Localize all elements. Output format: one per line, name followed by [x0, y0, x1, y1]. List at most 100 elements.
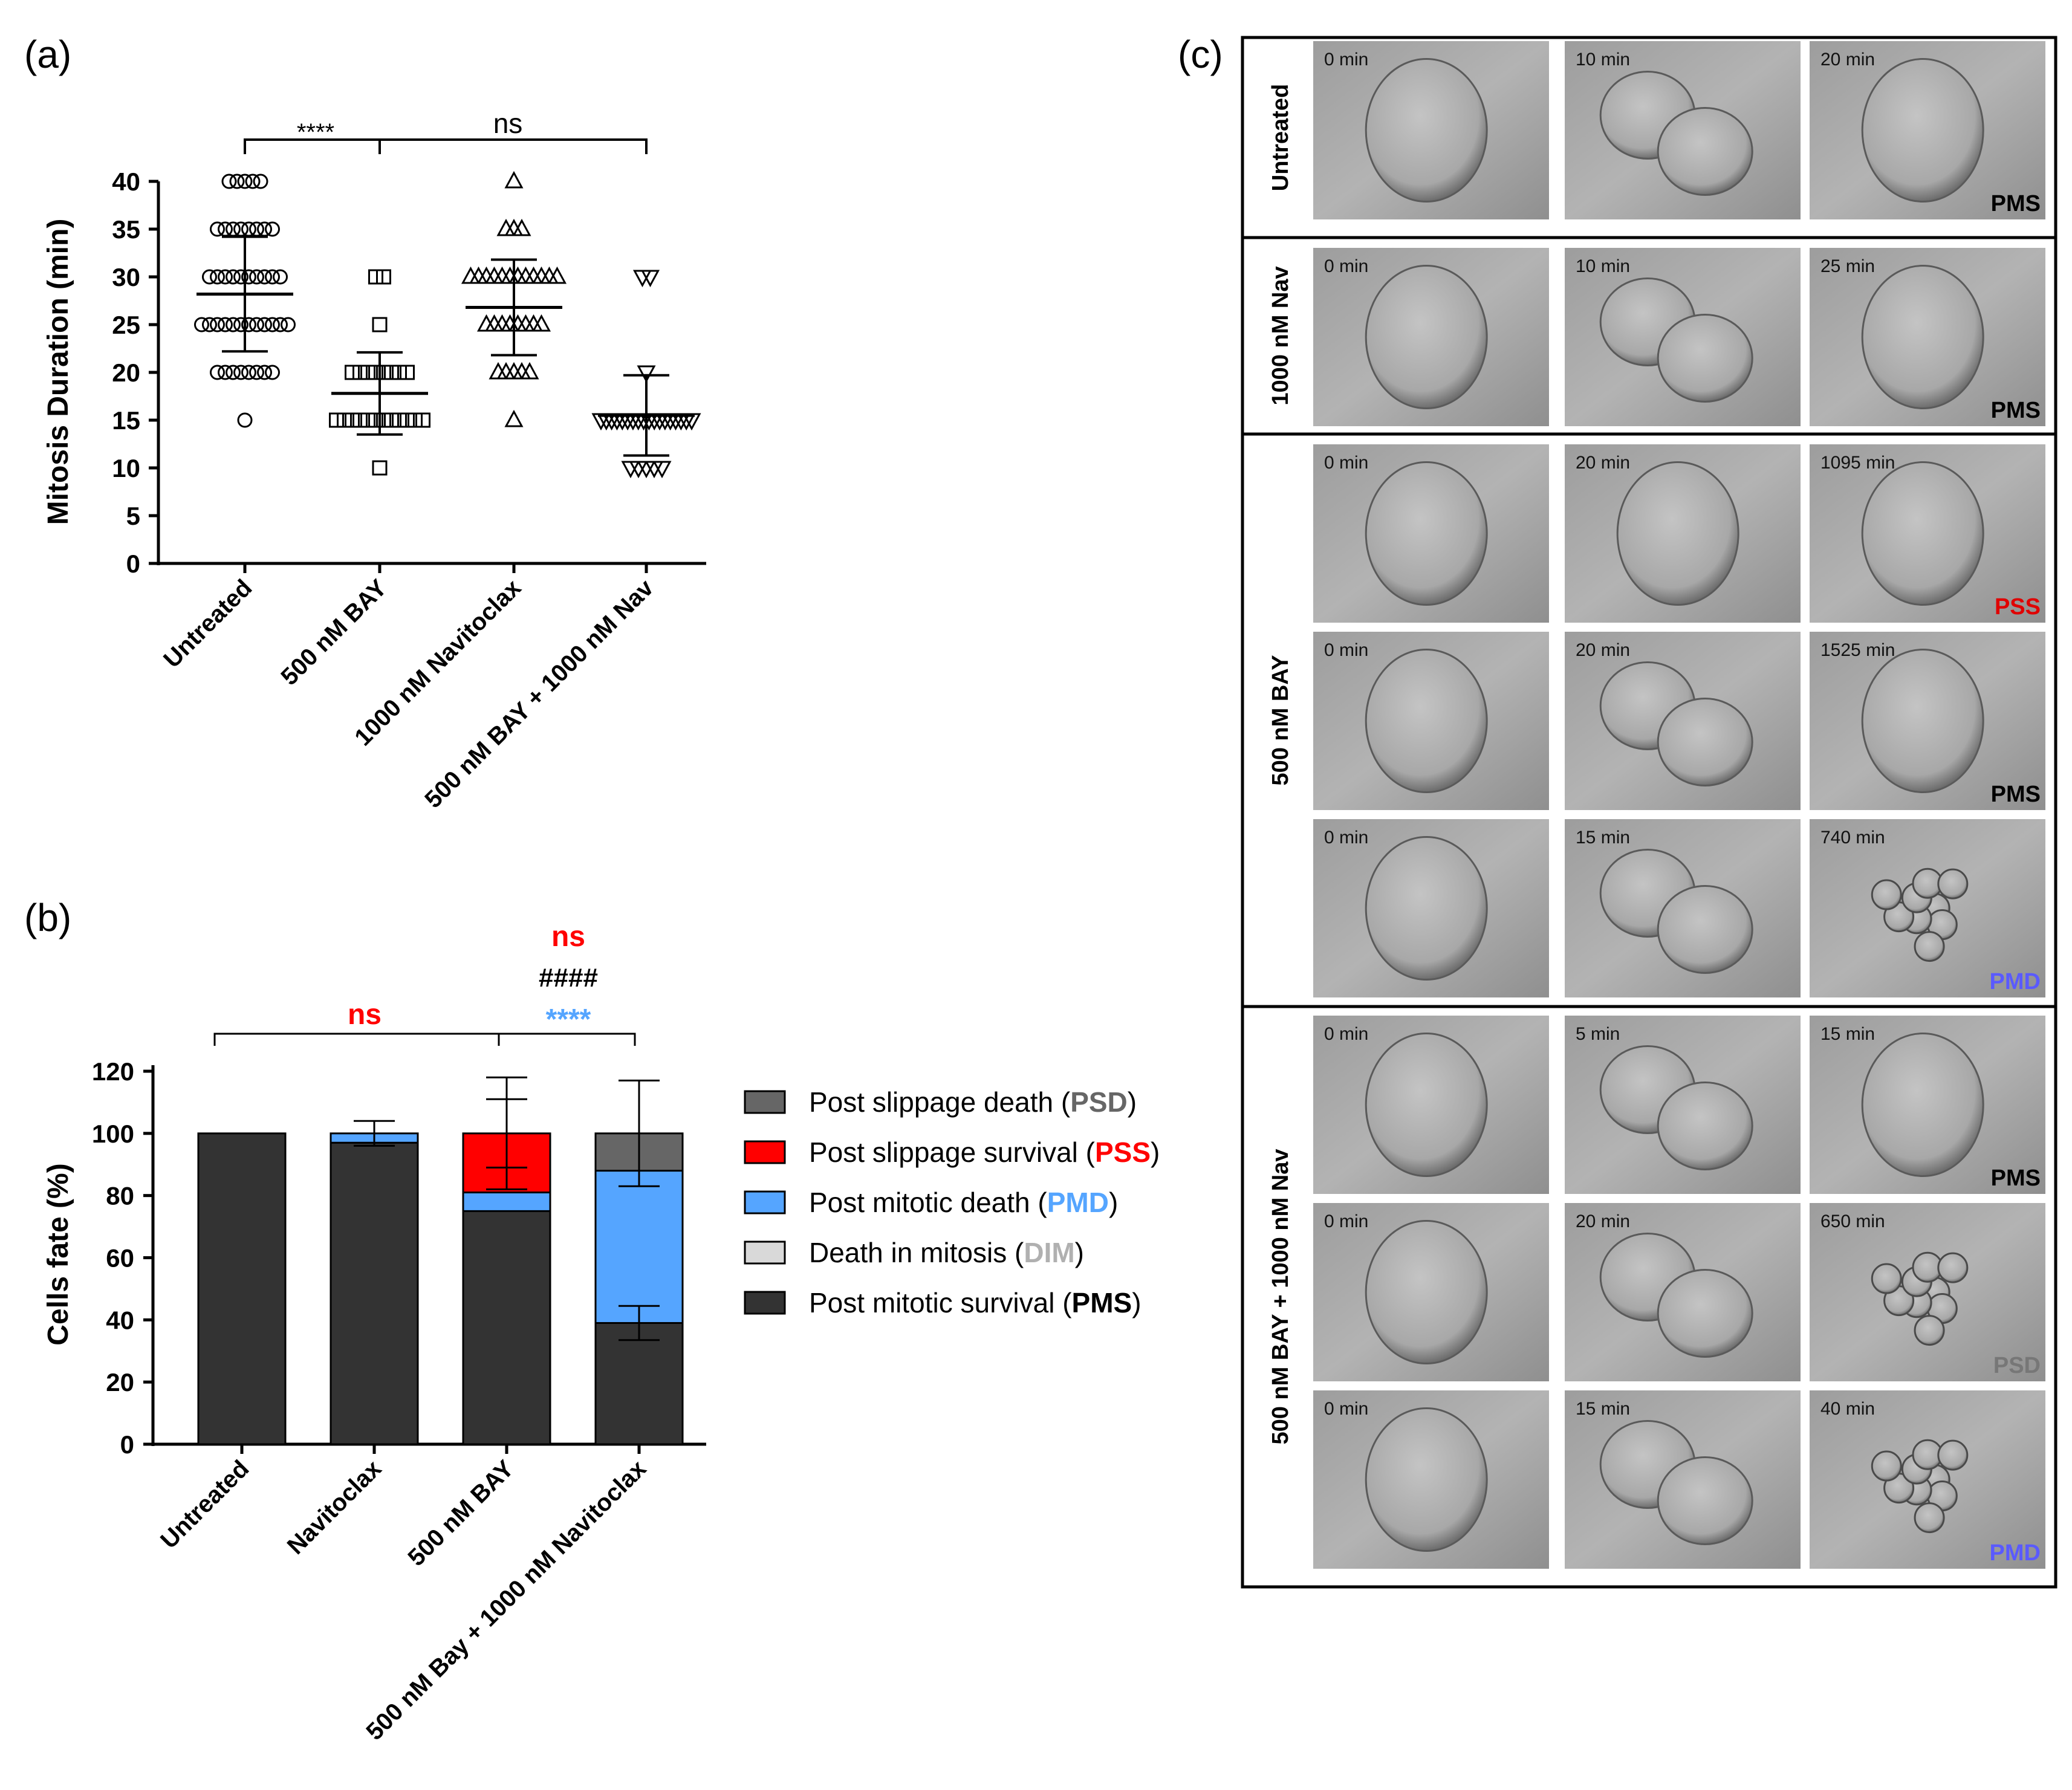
data-point — [504, 170, 524, 189]
data-point — [352, 412, 368, 428]
data-point — [245, 173, 261, 189]
timepoint-label: 0 min — [1324, 453, 1368, 473]
data-point — [257, 221, 272, 237]
data-point — [500, 314, 520, 332]
data-point — [524, 314, 544, 332]
data-point — [352, 365, 368, 380]
panel-label-b: (b) — [24, 896, 71, 939]
y-axis-label: Mitosis Duration (min) — [42, 219, 74, 525]
data-point — [400, 412, 415, 428]
data-point — [376, 269, 391, 285]
cell-shape — [1861, 461, 1984, 606]
legend-swatch-dim — [744, 1240, 786, 1265]
legend-paren-open: ( — [1053, 1086, 1071, 1118]
timepoint-label: 20 min — [1820, 50, 1875, 70]
annotation-ns-2: ns — [551, 921, 585, 953]
legend-paren-close: ) — [1075, 1237, 1084, 1268]
data-point — [368, 365, 383, 380]
legend-paren-open: ( — [1030, 1187, 1048, 1218]
legend-abbr: PSS — [1095, 1137, 1151, 1168]
cell-shape — [1365, 461, 1488, 606]
data-point — [372, 460, 388, 476]
cell-shape — [1657, 885, 1753, 974]
annotation-stars: **** — [297, 119, 334, 146]
data-point — [237, 173, 253, 189]
timepoint-label: 0 min — [1324, 1211, 1368, 1231]
data-point — [516, 266, 536, 284]
bar-segment-pms — [197, 1132, 287, 1445]
timepoint-label: 15 min — [1576, 828, 1630, 848]
data-point — [512, 218, 531, 236]
data-point — [531, 314, 551, 332]
cell-shape — [1861, 649, 1984, 793]
timepoint-label: 15 min — [1820, 1024, 1875, 1044]
x-tick-label: Untreated — [158, 574, 257, 673]
data-point — [249, 365, 264, 380]
cell-shape — [1365, 265, 1488, 409]
timepoint-label: 5 min — [1576, 1024, 1620, 1044]
data-point — [241, 317, 256, 332]
data-point — [408, 412, 423, 428]
apoptotic-bleb — [1871, 879, 1902, 910]
cell-shape — [1365, 1407, 1488, 1552]
y-tick-label: 30 — [112, 263, 140, 291]
data-point — [257, 317, 272, 332]
data-point — [640, 270, 660, 288]
data-point — [384, 365, 399, 380]
timepoint-label: 1095 min — [1820, 453, 1895, 473]
legend-label-dim: Death in mitosis (DIM) — [809, 1237, 1084, 1268]
y-tick-label: 10 — [112, 454, 140, 482]
y-tick-label: 120 — [92, 1057, 134, 1086]
data-point — [226, 269, 241, 285]
annotation-ns-1: ns — [348, 999, 382, 1031]
data-point — [249, 317, 264, 332]
data-point — [210, 269, 225, 285]
panel-label-c: (c) — [1178, 33, 1223, 76]
data-point — [508, 266, 528, 284]
cell-shape — [1861, 58, 1984, 203]
timepoint-label: 650 min — [1820, 1211, 1885, 1231]
timepoint-label: 740 min — [1820, 828, 1885, 848]
data-point — [210, 365, 225, 380]
legend-label-pss: Post slippage survival (PSS) — [809, 1137, 1160, 1168]
data-point — [621, 461, 640, 479]
legend-name: Post mitotic survival — [809, 1287, 1054, 1318]
data-point — [516, 314, 536, 332]
significance-annotations: **** ns — [244, 108, 648, 154]
timepoint-label: 10 min — [1576, 256, 1630, 276]
micrograph-frame — [1241, 36, 2057, 1589]
data-point — [484, 314, 504, 332]
data-point — [218, 365, 233, 380]
data-point — [492, 314, 512, 332]
data-point — [504, 409, 524, 427]
data-point — [368, 269, 383, 285]
y-tick-label: 80 — [106, 1182, 134, 1210]
apoptotic-bleb — [1914, 931, 1945, 962]
x-tick-label: Untreated — [155, 1455, 254, 1554]
panel-b-stacked-bar-chart: 0 20 40 60 80 100 120 Untreated Navitoclax 500 n… — [42, 921, 1160, 1745]
data-point — [632, 270, 652, 288]
fate-label: PMS — [1991, 1166, 2041, 1191]
fate-label: PMS — [1991, 398, 2041, 423]
apoptotic-bleb — [1871, 1263, 1902, 1294]
data-point — [360, 412, 375, 428]
data-point — [637, 365, 656, 383]
data-point — [645, 461, 664, 479]
timepoint-label: 0 min — [1324, 50, 1368, 70]
data-point — [218, 317, 233, 332]
cell-shape — [1657, 314, 1753, 403]
legend-paren-open: ( — [1054, 1287, 1072, 1318]
data-point — [476, 314, 496, 332]
legend-swatch-psd — [744, 1090, 786, 1114]
legend-abbr: PSD — [1070, 1086, 1128, 1118]
data-point — [524, 266, 544, 284]
cell-shape — [1365, 836, 1488, 981]
cell-shape — [1657, 698, 1753, 786]
x-tick-label: 500 nM BAY + 1000 nM Nav — [420, 574, 659, 814]
data-point — [241, 365, 256, 380]
timepoint-label: 25 min — [1820, 256, 1875, 276]
timepoint-label: 20 min — [1576, 640, 1630, 660]
bar-segment-pms — [462, 1210, 551, 1445]
data-point — [637, 461, 656, 479]
fate-label: PMS — [1991, 191, 2041, 216]
